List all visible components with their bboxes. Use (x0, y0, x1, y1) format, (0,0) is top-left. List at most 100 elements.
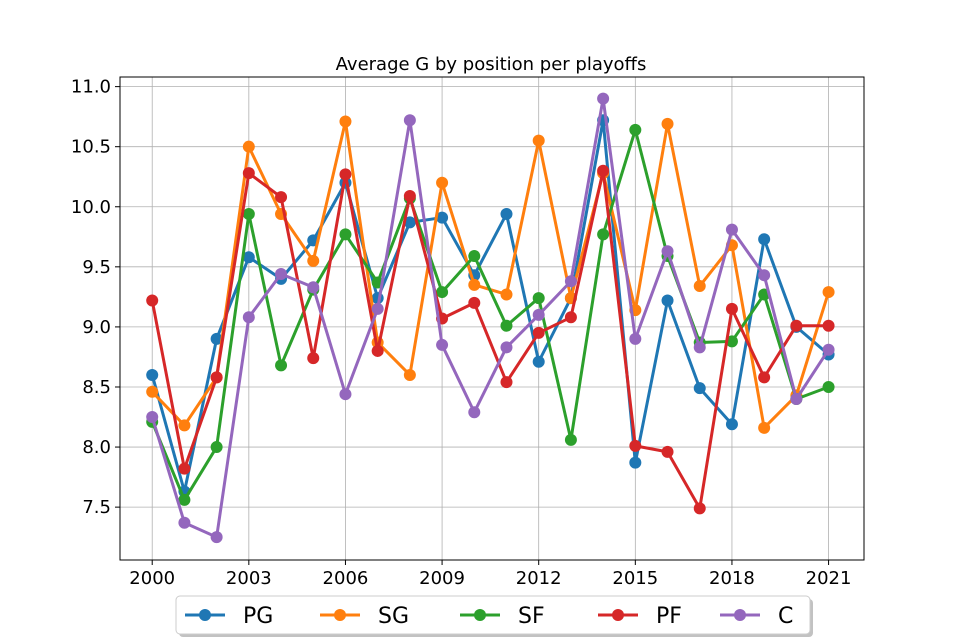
legend-label-c: C (778, 604, 793, 629)
data-point-sf (629, 123, 642, 136)
data-point-c (339, 388, 352, 401)
data-point-c (371, 302, 384, 315)
series-layer (146, 92, 835, 544)
data-point-c (307, 281, 320, 294)
data-point-pg (500, 207, 513, 220)
data-point-pf (693, 502, 706, 515)
data-point-pg (693, 382, 706, 395)
data-point-pf (661, 445, 674, 458)
data-point-sf (500, 319, 513, 332)
data-point-c (693, 341, 706, 354)
data-point-c (178, 516, 191, 529)
legend: PG SG SF PF C (175, 595, 813, 637)
data-point-pf (275, 191, 288, 204)
data-point-c (629, 332, 642, 345)
data-point-sf (275, 359, 288, 372)
data-point-pf (146, 294, 159, 307)
data-point-c (436, 338, 449, 351)
data-point-sg (242, 140, 255, 153)
y-tick-label: 7.5 (82, 497, 111, 518)
data-point-pg (532, 355, 545, 368)
data-point-c (275, 268, 288, 281)
series-line-sf (150, 128, 830, 502)
data-point-pf (403, 189, 416, 202)
data-point-c (822, 343, 835, 356)
data-point-pf (758, 371, 771, 384)
chart-title: Average G by position per playoffs (336, 54, 647, 75)
x-tick-label: 2003 (226, 568, 272, 589)
x-tick-label: 2015 (612, 568, 658, 589)
legend-marker-sf (474, 609, 486, 621)
data-point-sf (436, 286, 449, 299)
y-tick-label: 8.5 (82, 377, 111, 398)
data-point-c (758, 269, 771, 282)
axis-ticks: 7.5 8.0 8.5 9.0 9.5 10.0 10.5 11.0 2000 2003 2006 2… (71, 77, 852, 589)
x-tick-label: 2000 (129, 568, 175, 589)
data-point-sg (758, 421, 771, 434)
legend-marker-sg (334, 609, 346, 621)
data-point-pg (629, 456, 642, 469)
x-tick-label: 2021 (806, 568, 852, 589)
data-point-c (661, 245, 674, 258)
data-point-sg (822, 286, 835, 299)
data-point-sg (500, 288, 513, 301)
data-point-c (532, 308, 545, 321)
series-line-c (150, 97, 830, 539)
data-point-pf (532, 326, 545, 339)
data-point-c (468, 406, 481, 419)
data-point-sg (532, 134, 545, 147)
legend-marker-c (734, 609, 746, 621)
data-point-c (500, 341, 513, 354)
data-point-sg (436, 176, 449, 189)
data-point-pf (629, 439, 642, 452)
data-point-sg (339, 115, 352, 128)
data-point-pg (242, 251, 255, 264)
data-point-pf (725, 302, 738, 315)
data-point-sg (661, 117, 674, 130)
data-point-sf (532, 292, 545, 305)
data-point-pf (371, 344, 384, 357)
data-point-pf (500, 376, 513, 389)
series-c (146, 92, 835, 544)
data-point-sf (597, 228, 610, 241)
data-point-sg (307, 254, 320, 267)
x-tick-label: 2012 (516, 568, 562, 589)
data-point-pf (210, 371, 223, 384)
data-point-pf (597, 164, 610, 177)
data-point-sg (693, 280, 706, 293)
series-line-pf (150, 169, 829, 510)
legend-marker-pg (199, 609, 211, 621)
legend-label-sf: SF (518, 604, 545, 629)
x-tick-label: 2018 (709, 568, 755, 589)
plot-area-frame (119, 76, 865, 561)
data-point-pg (725, 418, 738, 431)
data-point-c (597, 92, 610, 105)
data-point-sf (339, 228, 352, 241)
y-tick-label: 10.5 (71, 137, 111, 158)
data-point-c (210, 531, 223, 544)
x-tick-label: 2006 (323, 568, 369, 589)
data-point-c (146, 411, 159, 424)
x-tick-label: 2009 (419, 568, 465, 589)
data-point-sf (822, 380, 835, 393)
data-point-sg (178, 419, 191, 432)
data-point-pf (564, 311, 577, 324)
data-point-sg (468, 278, 481, 291)
data-point-pg (758, 233, 771, 246)
y-tick-label: 9.0 (82, 317, 111, 338)
data-point-sf (210, 441, 223, 454)
data-point-c (790, 393, 803, 405)
data-point-c (725, 223, 738, 236)
data-point-sg (403, 368, 416, 381)
legend-marker-pf (612, 609, 624, 621)
data-point-c (564, 275, 577, 288)
legend-label-pg: PG (243, 604, 273, 629)
data-point-pg (661, 294, 674, 307)
data-point-sf (468, 250, 481, 263)
data-point-pg (146, 368, 159, 381)
data-point-pf (307, 352, 320, 365)
data-point-pg (403, 216, 416, 229)
data-point-pf (242, 167, 255, 180)
data-point-sg (146, 385, 159, 398)
legend-label-sg: SG (378, 604, 409, 629)
